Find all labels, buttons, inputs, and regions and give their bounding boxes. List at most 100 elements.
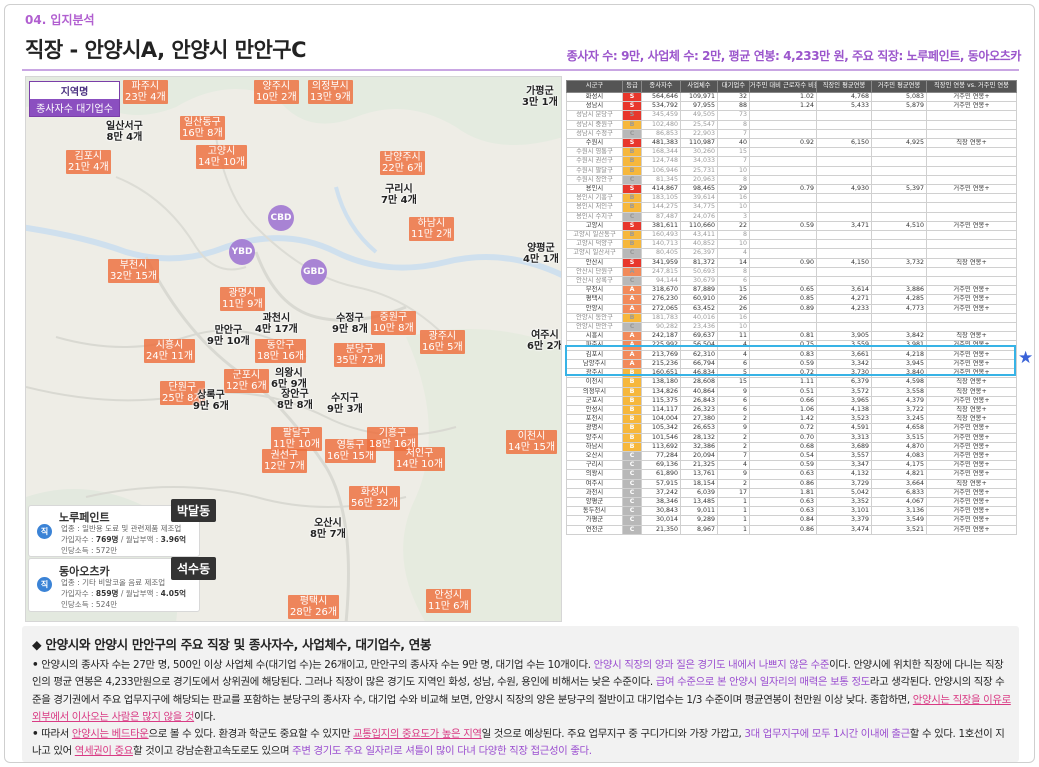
table-cell: 5,083: [871, 91, 927, 103]
table-cell: 수원시 장안구: [566, 174, 623, 186]
table-cell: 105,342: [641, 423, 681, 434]
table-cell: [926, 202, 1017, 213]
table-cell: 3,352: [816, 496, 872, 508]
table-cell: 직장 연봉+: [926, 138, 1017, 149]
table-cell: 0.84: [749, 515, 817, 526]
table-cell: [926, 211, 1017, 222]
table-cell: 용인시 처인구: [566, 202, 623, 213]
table-cell: 6,833: [871, 487, 927, 498]
table-cell: 40,852: [680, 239, 718, 250]
table-cell: 0.51: [749, 386, 817, 397]
column-header: 시군구: [566, 80, 623, 93]
region-label: 김포시 21만 4개: [66, 150, 111, 174]
table-cell: 24,076: [680, 211, 718, 222]
table-cell: [816, 211, 872, 222]
region-name: 권선구: [270, 450, 299, 461]
table-cell: 4,150: [816, 257, 872, 268]
column-header: 거주민 대비 근로자수 비율: [749, 80, 817, 93]
table-cell: 직장 연봉+: [926, 404, 1017, 416]
table-cell: 9: [717, 469, 750, 480]
table-cell: 안양시 만안구: [566, 322, 623, 333]
region-name: 만안구: [214, 325, 243, 336]
table-cell: 3,572: [816, 386, 872, 397]
table-cell: 과천시: [566, 487, 623, 498]
table-cell: [749, 110, 817, 121]
table-cell: 거주민 연봉+: [926, 469, 1017, 480]
region-stats: 25만 8개: [162, 393, 203, 404]
table-cell: 0.89: [749, 303, 817, 314]
region-name: 팔달구: [282, 428, 311, 439]
table-row: 남양주시 A 215,236 66,794 6 0.59 3,342 3,945 거주민 연봉+: [566, 358, 1017, 370]
table-cell: [749, 248, 817, 259]
table-cell: 97,955: [680, 101, 718, 112]
table-cell: 21,325: [680, 460, 718, 471]
table-cell: 직장 연봉+: [926, 331, 1017, 342]
table-cell: 17: [717, 487, 750, 498]
table-cell: [871, 174, 927, 186]
region-name: 광명시: [228, 288, 257, 299]
table-cell: 61,890: [641, 469, 681, 480]
table-row: 가평군 C 30,014 9,289 1 0.84 3,379 3,549 거주민 연봉+: [566, 515, 1017, 526]
highlight-text: 교통입지의 중요도가 높은 지역: [353, 728, 482, 740]
region-name: 부천시: [119, 260, 148, 271]
table-cell: 0.70: [749, 432, 817, 443]
region-name: 상록구: [197, 390, 225, 401]
highlight-text: 안양시는 베드타운: [71, 728, 149, 740]
table-row: 안산시 S 341,959 81,372 14 0.90 4,150 3,732 직장 연봉+: [566, 257, 1017, 268]
table-row: 안양시 A 272,065 63,452 26 0.89 4,233 4,773 거주민 연봉+: [566, 303, 1017, 314]
table-row: 성남시 중원구 B 102,480 25,547 8: [566, 119, 1017, 130]
table-cell: 거주민 연봉+: [926, 368, 1017, 379]
grade-cell: B: [622, 119, 642, 130]
region-name: 양주시: [262, 81, 291, 92]
table-cell: 94,144: [641, 276, 681, 287]
region-name: 수지구: [331, 393, 359, 404]
table-cell: 4,821: [871, 469, 927, 480]
company-members: 가입자수 : 859명 / 월납부액 : 4.05억: [61, 588, 186, 599]
table-row: 성남시 수정구 C 86,853 22,903 7: [566, 128, 1017, 140]
grade-cell: C: [622, 524, 642, 535]
table-cell: 0.86: [749, 478, 817, 489]
region-stats: 4만 1개: [523, 254, 559, 265]
column-header: 사업체수: [680, 80, 718, 93]
anyang-highlight-box: [565, 345, 1016, 376]
company-card-dongaotsuka: 직 동아오츠카 업종 : 기타 비알코올 음료 제조업 가입자수 : 859명 …: [28, 558, 200, 612]
table-cell: 0.54: [749, 450, 817, 462]
table-cell: 3,965: [816, 395, 872, 406]
table-cell: [816, 119, 872, 130]
table-cell: 2: [717, 478, 750, 489]
table-cell: 3,664: [871, 478, 927, 489]
table-row: 하남시 B 113,692 32,386 2 0.68 3,689 4,870 거주민 연봉+: [566, 441, 1017, 452]
region-stats: 21만 4개: [68, 162, 109, 173]
grade-cell: S: [622, 257, 642, 268]
analysis-paragraph-1: • 안양시의 종사자 수는 27만 명, 500인 이상 사업체 수(대기업 수)…: [32, 657, 1012, 727]
table-cell: 40,016: [680, 312, 718, 324]
table-cell: 4,930: [816, 184, 872, 195]
title-divider: [22, 69, 1019, 71]
company-industry: 업종 : 기타 비알코올 음료 제조업: [61, 578, 166, 587]
table-cell: 7: [717, 156, 750, 167]
region-name: 의정부시: [311, 81, 349, 92]
table-cell: 4,870: [871, 441, 927, 452]
table-cell: 23,436: [680, 322, 718, 333]
table-cell: 22: [717, 220, 750, 232]
table-cell: [871, 211, 927, 222]
table-cell: 0.66: [749, 395, 817, 406]
table-cell: 134,826: [641, 386, 681, 397]
table-cell: 34,775: [680, 202, 718, 213]
table-cell: 9: [717, 386, 750, 397]
table-cell: [749, 276, 817, 287]
table-cell: 9,289: [680, 515, 718, 526]
region-name: 평택시: [299, 596, 328, 607]
table-cell: 안성시: [566, 404, 623, 416]
table-cell: 7: [717, 450, 750, 462]
region-label: 시흥시 24만 11개: [144, 339, 196, 363]
region-stats: 6만 9개: [271, 379, 307, 390]
table-row: 오산시 C 77,284 20,094 7 0.54 3,557 4,083 거주민 연봉+: [566, 450, 1017, 462]
table-cell: [749, 165, 817, 176]
table-cell: 26: [717, 294, 750, 305]
highlight-text: 주변 경기도 주요 일자리로 셔틀이 많이 다녀 다양한 직장 접근성이 좋다.: [292, 745, 592, 758]
table-cell: 안산시 단원구: [566, 266, 623, 278]
table-cell: 77,284: [641, 450, 681, 462]
region-label: 의왕시 6만 9개: [271, 368, 307, 390]
table-cell: 318,670: [641, 285, 681, 296]
